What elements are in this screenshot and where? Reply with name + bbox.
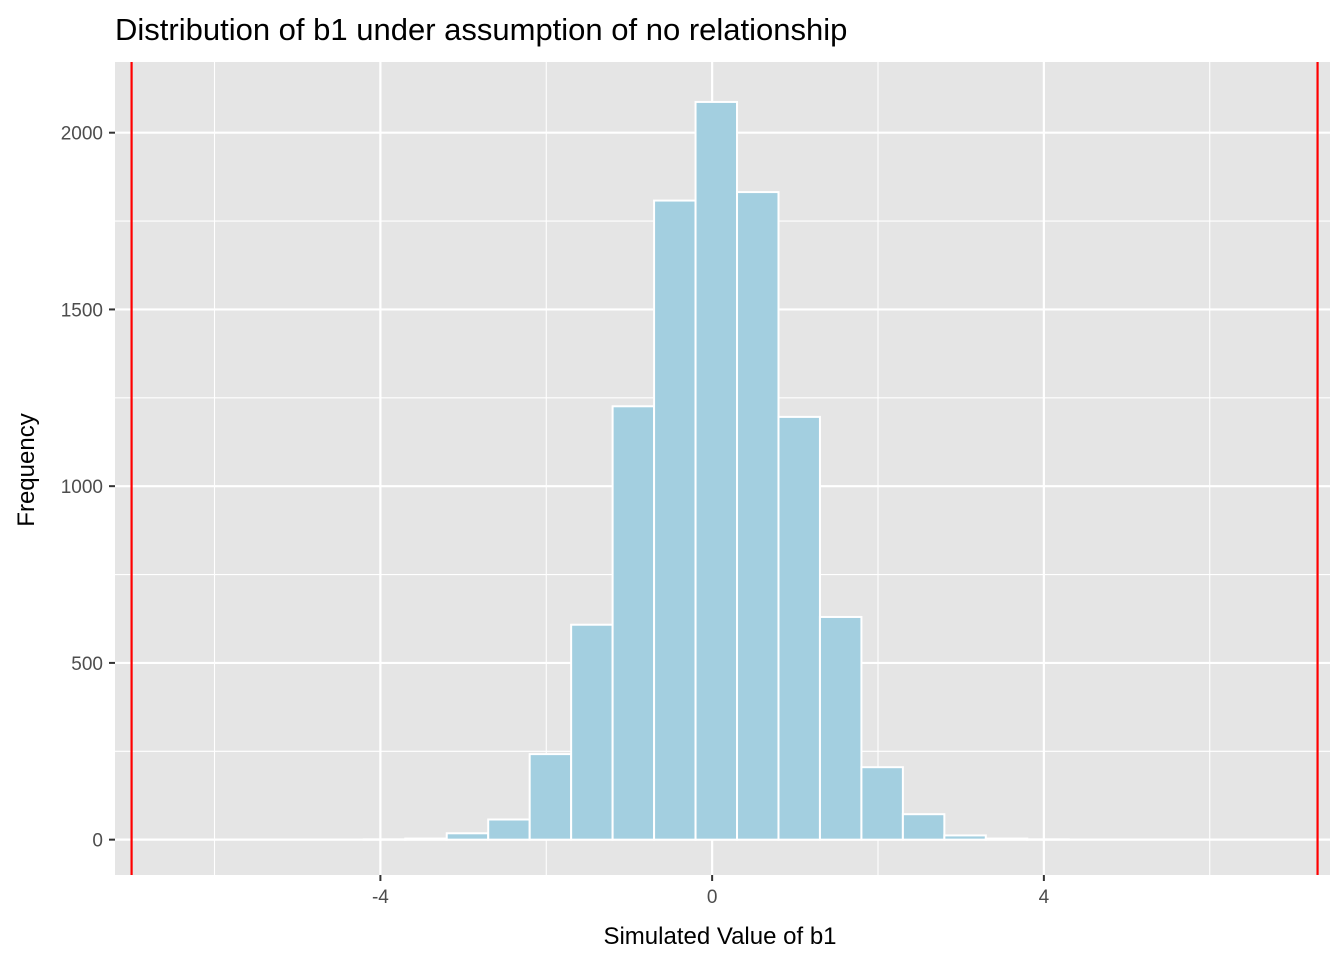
chart-title: Distribution of b1 under assumption of n… <box>115 12 847 47</box>
histogram-bar <box>984 837 1029 841</box>
histogram-bar <box>818 615 863 841</box>
histogram-bar <box>528 753 573 841</box>
x-axis-title: Simulated Value of b1 <box>603 923 836 950</box>
reference-lines <box>130 62 1319 875</box>
x-tick-label: 0 <box>707 887 718 908</box>
histogram-bar <box>487 818 531 841</box>
x-tick-label: 4 <box>1039 887 1050 908</box>
histogram-bar <box>404 837 448 841</box>
histogram-bar <box>736 191 780 841</box>
histogram-bar <box>777 415 821 841</box>
histogram-bar <box>445 832 490 841</box>
y-axis: 0 500 1000 1500 2000 <box>61 124 115 852</box>
histogram-bars <box>362 100 1070 841</box>
y-tick-label: 1000 <box>61 477 103 498</box>
x-tick-label: -4 <box>372 887 389 908</box>
y-tick-label: 0 <box>92 831 103 852</box>
y-tick-label: 2000 <box>61 124 103 145</box>
y-tick-label: 500 <box>71 654 103 675</box>
histogram-bar <box>694 100 739 841</box>
y-axis-title: Frequency <box>13 413 40 526</box>
y-tick-label: 1500 <box>61 300 103 321</box>
histogram-bar <box>860 766 904 841</box>
x-axis: -4 0 4 <box>372 875 1050 908</box>
histogram-bar <box>901 813 946 841</box>
histogram-bar <box>943 834 987 841</box>
histogram-bar <box>653 199 697 841</box>
histogram-bar <box>570 623 614 841</box>
histogram-bar <box>611 405 656 841</box>
